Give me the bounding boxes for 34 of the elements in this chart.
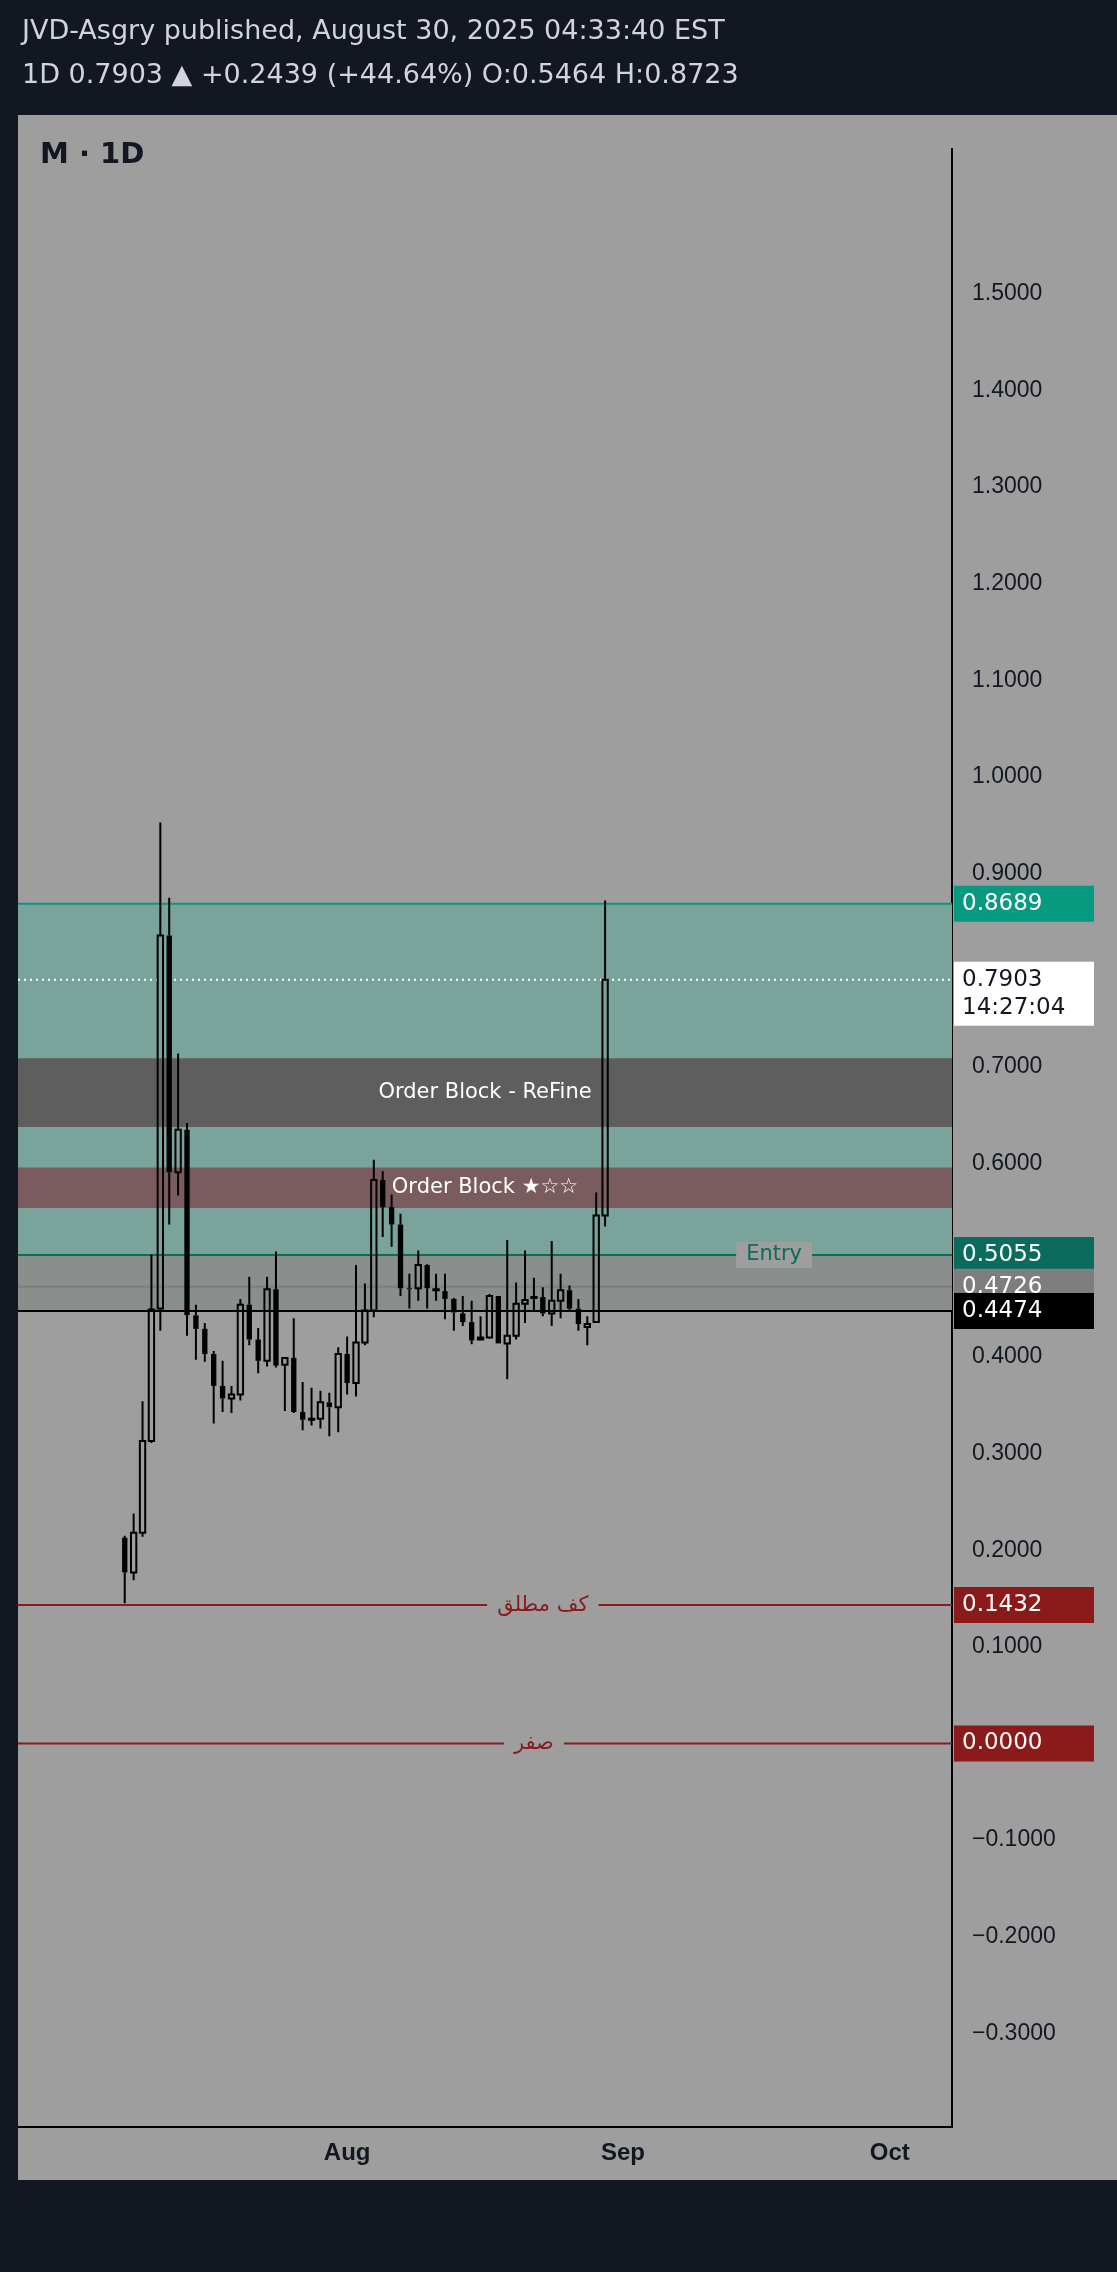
y-tick-label: 0.2000 [972, 1535, 1043, 1562]
y-tick-label: 1.0000 [972, 762, 1043, 789]
chart-subtitle: JVD-Asgry published, August 30, 2025 04:33:40 EST [22, 13, 726, 47]
chart-title: M · 1D [40, 136, 145, 170]
y-tick-label: 1.4000 [972, 375, 1043, 402]
y-tick-label: 0.1000 [972, 1632, 1043, 1659]
y-tick-label: 0.9000 [972, 859, 1043, 886]
x-tick-label: Oct [869, 2138, 910, 2166]
y-tick-label: 1.3000 [972, 472, 1043, 499]
y-tick-label: 1.1000 [972, 665, 1043, 692]
ref-line-label: 0.5055 [962, 1239, 1043, 1266]
annotation: Entry [746, 1241, 803, 1266]
band-label: Order Block - ReFine [378, 1079, 592, 1104]
x-tick-label: Aug [323, 2138, 371, 2166]
y-tick-label: 0.7000 [972, 1052, 1043, 1079]
annotation: صفر [512, 1729, 554, 1754]
ref-line-label: 0.4474 [962, 1296, 1043, 1323]
y-tick-label: 0.6000 [972, 1148, 1043, 1175]
y-tick-label: 1.5000 [972, 279, 1043, 306]
ref-line-label: 0.1432 [962, 1590, 1043, 1617]
ref-line-label: 0.8689 [962, 888, 1043, 915]
y-tick-label: 1.2000 [972, 569, 1043, 596]
y-tick-label: 0.4000 [972, 1342, 1043, 1369]
x-tick-label: Sep [600, 2138, 645, 2166]
ref-line-label: 0.7903 14:27:04 [962, 964, 1066, 1019]
text: 1D 0.7903 ▲ +0.2439 (+44.64%) O:0.5464 H:0.8723 [22, 57, 739, 91]
y-tick-label: −0.1000 [972, 1825, 1056, 1852]
ref-line-label: 0.0000 [962, 1728, 1043, 1755]
annotation: كف مطلق [497, 1591, 589, 1616]
band-label: Order Block ★☆☆ [391, 1174, 579, 1199]
y-tick-label: −0.3000 [972, 2018, 1056, 2045]
y-tick-label: −0.2000 [972, 1922, 1056, 1949]
y-tick-label: 0.3000 [972, 1438, 1043, 1465]
ref-line-label: 0.4726 [962, 1271, 1043, 1298]
